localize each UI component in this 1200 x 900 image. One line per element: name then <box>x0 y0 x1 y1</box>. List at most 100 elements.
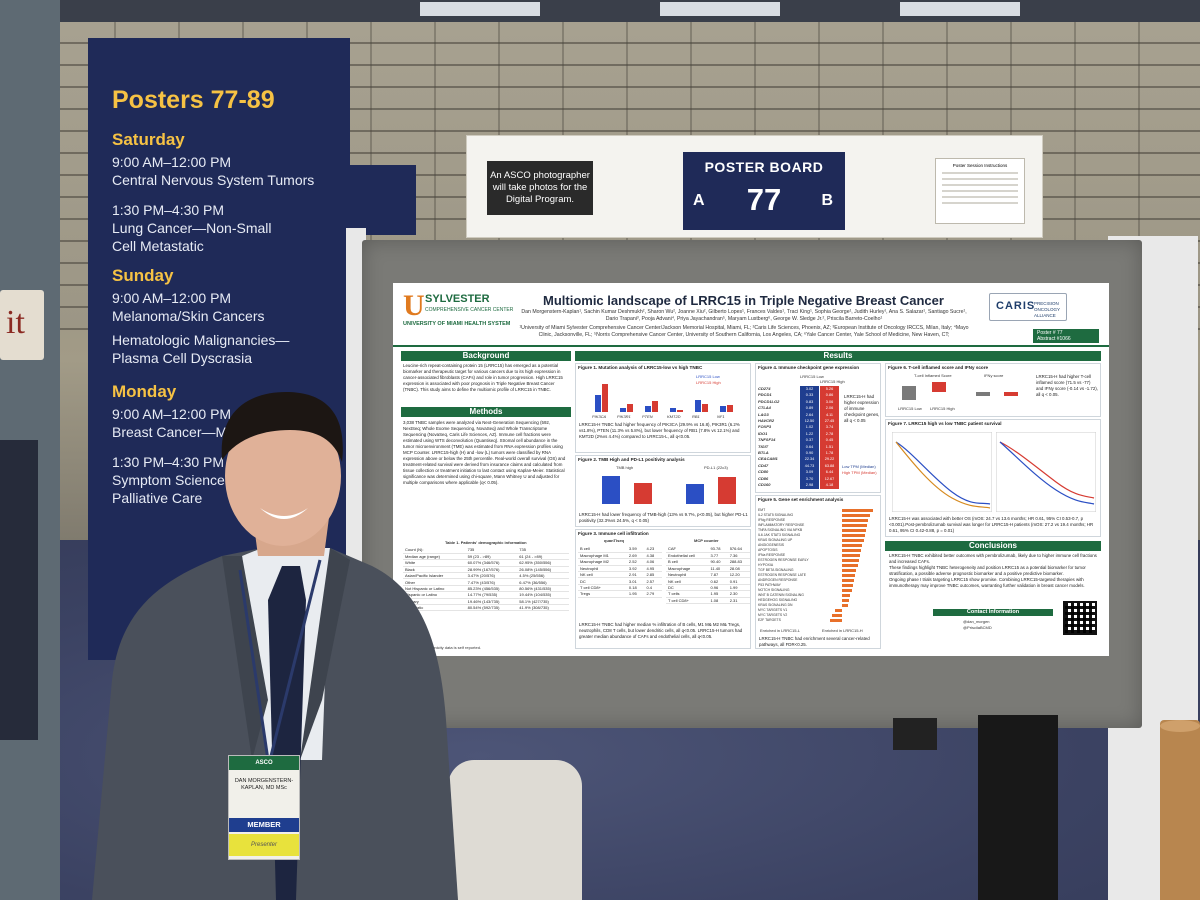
table-cell: 2.85 <box>644 571 662 579</box>
fig1-bar-high <box>727 405 733 412</box>
banner-title: Posters 77-89 <box>112 86 275 114</box>
gene-label: CEACAM1 <box>758 456 778 462</box>
table-cell: CAF <box>666 546 709 553</box>
table-cell: 735 <box>465 547 518 554</box>
gene-label: CD274 <box>758 386 771 391</box>
fig1-gene-label: NF1 <box>717 414 725 419</box>
fig2-title: Figure 2. TMB High and PD-L1 positivity … <box>578 457 685 462</box>
table-cell: Macrophage M1 <box>578 552 627 560</box>
heatmap-cell-high: 12.67 <box>820 475 839 483</box>
session-time: 1:30 PM–4:30 PM <box>112 202 225 218</box>
fig6-high-box <box>932 382 946 392</box>
fig2-left-title: TMB high <box>616 465 634 470</box>
table-cell: 58.1% (427/735) <box>517 598 569 606</box>
table-cell: 4.38 <box>644 552 662 560</box>
table-cell: 2.91 <box>626 571 645 579</box>
methods-text: 3,038 TNBC samples were analyzed via Nex… <box>403 420 566 485</box>
poster-number-box: Poster # 77 Abstract #1066 <box>1033 329 1099 343</box>
table-cell: 2.57 <box>644 577 662 585</box>
table-row: T cells 1.95 2.30 <box>666 590 750 598</box>
fig1-gene-label: PIK3R1 <box>617 414 631 419</box>
table-cell: 4.23 <box>644 546 662 553</box>
fig5-title: Figure 5. Gene set enrichment analysis <box>758 497 844 502</box>
person-legs-right <box>978 715 1058 900</box>
table-cell: 1.99 <box>727 584 750 592</box>
pathway-label: TNFA SIGNALING VIA NFKB <box>758 528 803 532</box>
conclusion-item: These findings highlight TNBC heterogene… <box>889 565 1086 576</box>
table-cell: 41.9% (308/735) <box>517 604 569 612</box>
figure-7: Figure 7. LRRC15 high vs low TNBC patien… <box>885 419 1101 537</box>
fig1-gene-label: PTEN <box>642 414 653 419</box>
table-cell: 90.40 <box>708 558 728 566</box>
table-cell: 28.99% (167/576) <box>465 566 518 574</box>
logo-sub: COMPREHENSIVE CANCER CENTER <box>425 307 514 313</box>
heatmap-cell-low: 0.64 <box>800 443 819 451</box>
table-cell: 85.23% (456/535) <box>465 585 518 593</box>
fig7-caption: LRRC15-H was associated with better OS (… <box>889 516 1094 533</box>
fig4-note: LRRC15-H had higher expression of immune… <box>844 394 880 423</box>
enrichment-bar <box>842 599 850 602</box>
badge-org: ASCO <box>229 756 299 770</box>
session-time: 9:00 AM–12:00 PM <box>112 406 232 422</box>
table-cell: 93.78 <box>708 546 728 553</box>
table-cell: 62.95% (350/556) <box>517 559 569 567</box>
fig1-gene-label: PIK3CA <box>592 414 607 419</box>
demographics-table: Count (N): 735 735 Median age (range) 59 (23… <box>403 547 569 612</box>
conclusion-item: LRRC15-H TNBC exhibited better outcomes … <box>889 553 1097 564</box>
gene-label: HAVCR2 <box>758 418 775 423</box>
fig1-bar-high <box>652 401 658 412</box>
table-row: Macrophage M2 2.52 4.06 <box>578 558 662 566</box>
gene-label: LAG3 <box>758 411 769 417</box>
fig1-caption: LRRC15-H TNBC had higher frequency of PI… <box>579 422 740 439</box>
enrichment-bar <box>842 509 874 512</box>
fig3-caption: LRRC15-H TNBC had higher median % infilt… <box>579 622 743 639</box>
table-row: Macrophage 11.40 28.08 <box>666 565 750 573</box>
enrichment-bar <box>842 554 860 557</box>
table-cell: 26.08% (145/556) <box>517 566 569 574</box>
poster-authors: Dan Morgenstern-Kaplan¹, Sachin Kumar De… <box>519 309 969 339</box>
table-cell: T cell CD8+ <box>666 597 709 605</box>
fig2-right-chart <box>682 472 742 504</box>
heatmap-cell-low: 0.89 <box>800 405 819 413</box>
schedule-banner: Posters 77-89 Saturday 9:00 AM–12:00 PM … <box>88 38 350 660</box>
heatmap-cell-low: 3.70 <box>800 475 819 483</box>
enrichment-bar <box>842 589 852 592</box>
fig3-right-head: MCP counter <box>694 538 719 543</box>
table-cell: 3.92 <box>626 565 645 573</box>
session-topic: Melanoma/Skin Cancers <box>112 308 265 324</box>
enrichment-bar <box>842 519 869 522</box>
table-cell: 0.96 <box>708 584 728 592</box>
fig1-bar-high <box>602 384 608 412</box>
table-row: Metastatic 80.54% (592/735) 41.9% (308/735… <box>403 604 569 612</box>
fig2-bar-high <box>634 483 652 504</box>
table-cell: 288.83 <box>727 558 750 566</box>
quantiseq-table: B cell 3.59 4.23 Macrophage M1 2.69 4.38 Macro… <box>578 546 662 598</box>
table-cell: 14.77% (79/535) <box>465 591 518 599</box>
fig2-right-title: PD-L1 (22c3) <box>704 465 728 470</box>
gene-label: CD80 <box>758 469 769 475</box>
heatmap-cell-high: 2.06 <box>820 405 839 413</box>
fig5-caption: LRRC15-H TNBC had enrichment several can… <box>759 636 870 647</box>
session-time: 9:00 AM–12:00 PM <box>112 154 232 170</box>
table-cell: 3.77 <box>708 552 728 560</box>
table-row: T cell CD8+ 1.08 2.31 <box>666 597 750 605</box>
affiliations: ¹University of Miami Sylvester Comprehen… <box>519 325 969 338</box>
session-topic: Central Nervous System Tumors <box>112 172 315 188</box>
fig4-col-low: LRRC15 Low <box>800 374 824 379</box>
heatmap-cell-high: 4.18 <box>820 482 839 489</box>
session-topic: Palliative Care <box>112 490 203 506</box>
research-poster: U SYLVESTER COMPREHENSIVE CANCER CENTER … <box>393 283 1109 656</box>
table-cell: 735 <box>517 547 569 554</box>
pathway-label: IFNa RESPONSE <box>758 553 786 557</box>
enrichment-bar <box>842 549 862 552</box>
gene-label: IDO1 <box>758 430 768 436</box>
table-cell: 2.69 <box>626 552 645 560</box>
table-cell: 576.64 <box>727 546 750 553</box>
gene-label: CTLA4 <box>758 405 771 411</box>
poster-tube <box>1160 720 1200 900</box>
session-topic: Lung Cancer—Non-Small <box>112 220 272 236</box>
fig4-legend-high: High TPM (Median) <box>842 470 877 475</box>
fig1-bar-high <box>627 404 633 412</box>
table-cell: 1.95 <box>708 590 728 598</box>
enrichment-bar <box>842 529 866 532</box>
